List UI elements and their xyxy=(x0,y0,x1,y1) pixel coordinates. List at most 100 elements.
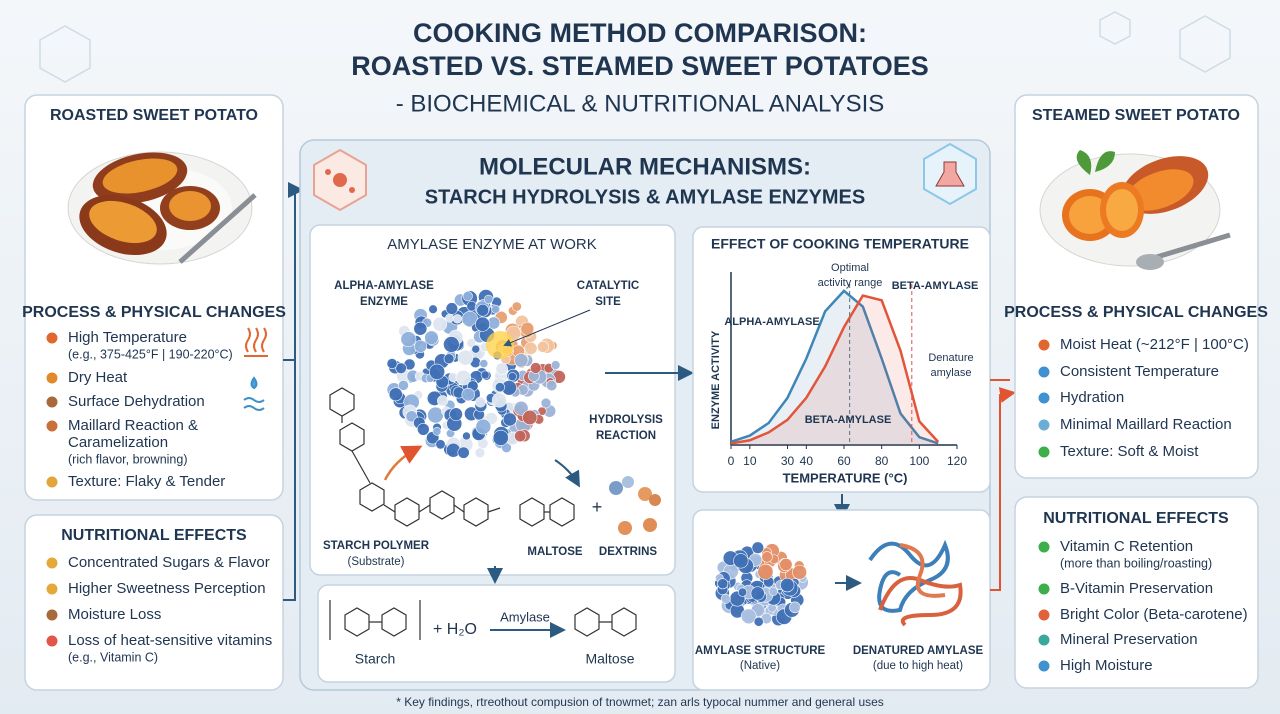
atom xyxy=(753,616,764,627)
x-tick-label: 100 xyxy=(909,454,929,468)
atom xyxy=(437,395,449,407)
label: MALTOSE xyxy=(527,546,582,558)
x-axis-label: TEMPERATURE (°C) xyxy=(783,470,908,485)
atom xyxy=(789,601,801,614)
atom xyxy=(400,331,417,348)
title: ROASTED VS. STEAMED SWEET POTATOES xyxy=(351,51,929,81)
list-item: Hydration xyxy=(1060,389,1124,406)
atom xyxy=(475,316,491,332)
equation-term: Maltose xyxy=(585,651,634,667)
label: STARCH POLYMER xyxy=(323,540,430,552)
chart-title: EFFECT OF COOKING TEMPERATURE xyxy=(711,236,969,252)
equation-panel xyxy=(317,584,676,683)
atom xyxy=(443,336,460,353)
list-item: Caramelization xyxy=(68,434,168,451)
annotation: amylase xyxy=(931,367,972,379)
list-item: Texture: Flaky & Tender xyxy=(68,473,225,490)
decoration xyxy=(39,11,1231,83)
atom xyxy=(457,446,470,459)
label: AMYLASE STRUCTURE xyxy=(695,645,826,657)
roasted-nutrition-list: Concentrated Sugars & Flavor Higher Sweet… xyxy=(45,554,272,664)
list-note: (e.g., 375-425°F | 190-220°C) xyxy=(68,347,233,361)
atom xyxy=(449,407,463,421)
label: SITE xyxy=(595,296,621,308)
atom xyxy=(445,302,459,315)
atom xyxy=(475,418,492,435)
atom xyxy=(520,321,535,336)
atom xyxy=(502,412,517,427)
label: DENATURED AMYLASE xyxy=(853,645,984,657)
annotation: Denature xyxy=(928,352,973,364)
list-item: Moisture Loss xyxy=(68,606,161,623)
atom xyxy=(395,362,407,374)
list-icon xyxy=(1037,659,1051,673)
line xyxy=(730,294,940,445)
list-icon xyxy=(1037,582,1051,596)
atom xyxy=(445,313,455,323)
atom xyxy=(492,429,509,446)
equation-term: Amylase xyxy=(500,609,550,624)
label: REACTION xyxy=(596,430,656,442)
list-item: Texture: Soft & Moist xyxy=(1060,443,1199,460)
equation-term: Starch xyxy=(355,651,395,667)
section-heading: NUTRITIONAL EFFECTS xyxy=(61,527,247,544)
list-note: (e.g., Vitamin C) xyxy=(68,650,158,664)
atom xyxy=(537,340,549,353)
section-title: STARCH HYDROLYSIS & AMYLASE ENZYMES xyxy=(425,186,865,208)
section-heading: PROCESS & PHYSICAL CHANGES xyxy=(22,304,286,321)
annotation: Optimal xyxy=(831,262,869,274)
icon xyxy=(923,142,977,206)
atom xyxy=(750,586,765,601)
equation-term: + H₂O xyxy=(433,621,477,638)
list-icon xyxy=(45,371,59,385)
x-tick-label: 0 xyxy=(728,454,735,468)
list-item: Bright Color (Beta-carotene) xyxy=(1060,606,1248,623)
list-icon xyxy=(45,634,59,648)
atom xyxy=(455,369,472,386)
atom xyxy=(417,422,430,436)
footer: * Key findings, rtreothout compusion of … xyxy=(396,695,884,709)
pointer xyxy=(503,309,591,347)
label: HYDROLYSIS xyxy=(589,414,663,426)
annotation: BETA-AMYLASE xyxy=(805,414,892,426)
atom xyxy=(443,353,455,365)
connector xyxy=(288,182,304,480)
series-label: ALPHA-AMYLASE xyxy=(724,316,819,328)
list-icon xyxy=(45,395,59,409)
roasted-nutrition-panel xyxy=(24,514,284,691)
atom xyxy=(428,304,438,314)
section-heading: PROCESS & PHYSICAL CHANGES xyxy=(1004,304,1268,321)
x-tick-label: 60 xyxy=(837,454,851,468)
label: + xyxy=(592,497,603,517)
steamed-nutrition-panel xyxy=(1014,496,1259,689)
atom xyxy=(388,387,403,402)
list-icon xyxy=(1037,540,1051,554)
atom xyxy=(432,426,442,436)
atom xyxy=(733,553,749,569)
list-item: Loss of heat-sensitive vitamins xyxy=(68,632,272,649)
atom xyxy=(740,608,757,625)
list-icon xyxy=(45,419,59,433)
list-item: B-Vitamin Preservation xyxy=(1060,580,1213,597)
atom xyxy=(461,387,475,402)
atom xyxy=(462,291,473,302)
pointer xyxy=(554,459,580,488)
label: ENZYME xyxy=(360,296,408,308)
atom xyxy=(757,563,774,580)
label: (Substrate) xyxy=(348,556,405,568)
atom xyxy=(475,396,486,408)
atom xyxy=(491,304,501,314)
atom xyxy=(514,430,527,443)
list-item: Minimal Maillard Reaction xyxy=(1060,416,1232,433)
water-icon xyxy=(243,376,265,411)
atom xyxy=(550,360,561,370)
label: (due to high heat) xyxy=(873,660,963,672)
enzyme-illustration xyxy=(386,289,566,459)
atom xyxy=(471,344,481,354)
atom xyxy=(524,341,538,355)
section-title: MOLECULAR MECHANISMS: xyxy=(479,153,811,180)
atom xyxy=(513,400,529,416)
active-site xyxy=(486,331,514,359)
list-item: Surface Dehydration xyxy=(68,393,205,410)
